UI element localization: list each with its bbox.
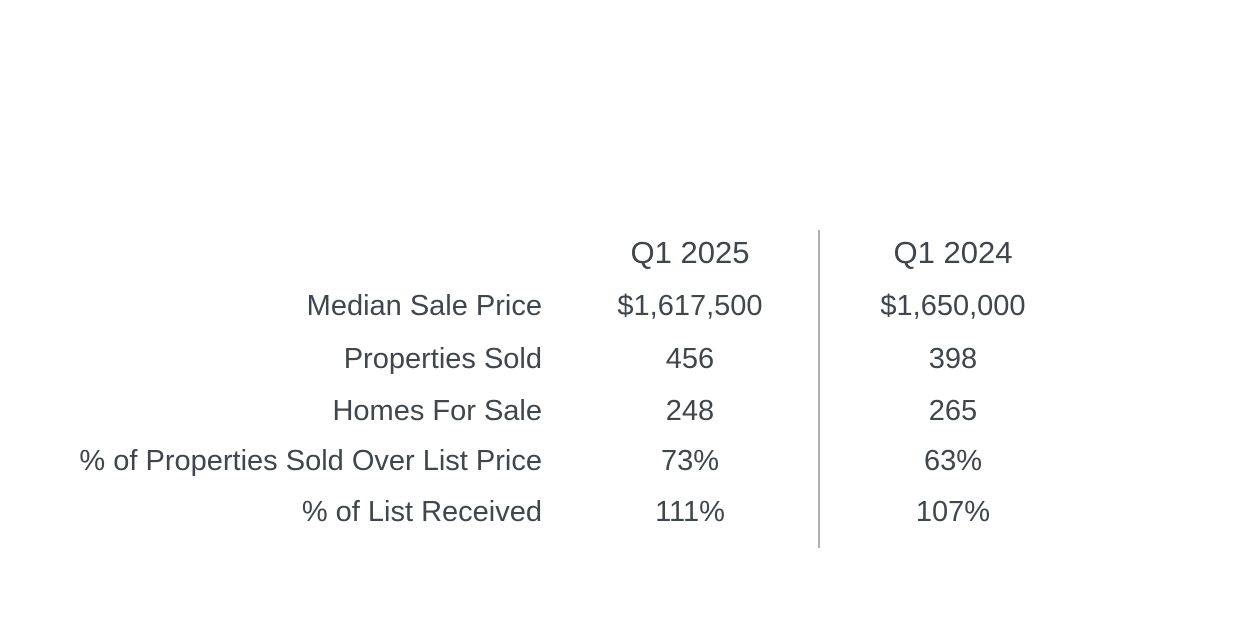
row-label-pct-of-list-received: % of List Received [301,496,542,528]
row-label-properties-sold: Properties Sold [343,343,542,375]
value-homes-for-sale-q1-2024: 265 [928,394,978,427]
value-pct-sold-over-list-price-q1-2025: 73% [660,444,720,477]
value-pct-of-list-received-q1-2025: 111% [655,496,725,528]
row-label-median-sale-price: Median Sale Price [306,290,542,322]
header-spacer-cell [0,224,542,280]
value-median-sale-price-q1-2025: $1,617,500 [617,290,763,322]
column-header-q1-2025: Q1 2025 [630,234,750,270]
column-header-q1-2024: Q1 2024 [893,234,1013,270]
value-median-sale-price-q1-2024: $1,650,000 [880,290,1026,322]
value-properties-sold-q1-2025: 456 [665,343,715,375]
row-label-homes-for-sale: Homes For Sale [332,394,542,427]
value-homes-for-sale-q1-2025: 248 [665,394,715,427]
value-pct-sold-over-list-price-q1-2024: 63% [923,444,983,477]
quarterly-stats-table: Q1 2025 Q1 2024 Median Sale Price $1,617… [0,224,1068,539]
column-divider-line [818,230,820,548]
value-pct-of-list-received-q1-2024: 107% [915,496,991,528]
row-label-pct-sold-over-list-price: % of Properties Sold Over List Price [79,444,542,477]
value-properties-sold-q1-2024: 398 [928,343,978,375]
